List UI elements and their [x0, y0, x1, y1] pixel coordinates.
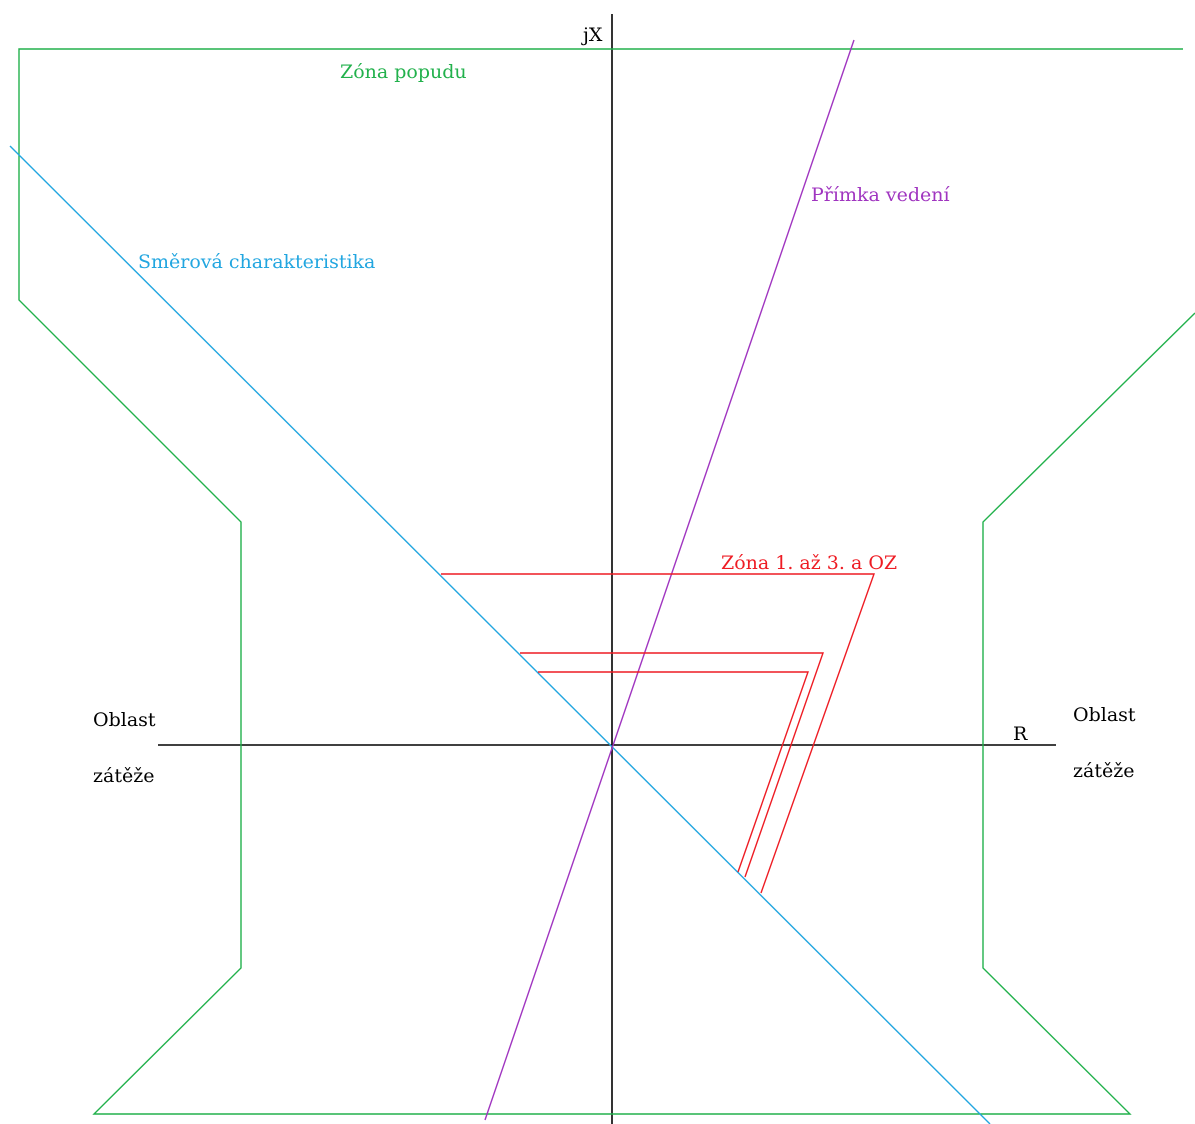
oblast-zateze-right-line1: Oblast [1073, 704, 1136, 726]
oblast-zateze-right-line2: zátěže [1073, 760, 1134, 782]
smerova-charakteristika-line [9, 145, 991, 1124]
smerova-charakteristika-label: Směrová charakteristika [138, 251, 375, 273]
oblast-zateze-left-line2: zátěže [93, 765, 154, 787]
zona-oz-outline [441, 573, 875, 894]
r-axis-label: R [1013, 723, 1028, 745]
zona-2-outline [520, 652, 824, 878]
zona-popudu-label: Zóna popudu [340, 61, 467, 83]
primka-vedeni-label: Přímka vedení [811, 184, 950, 206]
jx-axis-label: jX [581, 24, 603, 46]
zony-label: Zóna 1. až 3. a OZ [721, 552, 897, 574]
zona-1-outline [538, 671, 809, 873]
zona-popudu-outline [18, 48, 1195, 1115]
oblast-zateze-left-line1: Oblast [93, 709, 156, 731]
primka-vedeni-line [484, 39, 855, 1121]
